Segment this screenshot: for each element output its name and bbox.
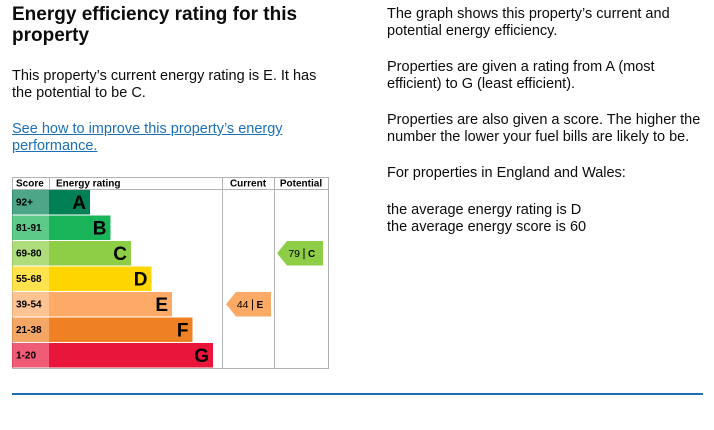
score-range: 1-20 xyxy=(16,350,36,361)
aside-text: Properties are given a rating from A (mo… xyxy=(387,59,655,92)
score-cell xyxy=(12,343,49,368)
band-letter: C xyxy=(113,244,127,265)
intro: This property’s current energy rating is… xyxy=(12,68,317,101)
score-range: 55-68 xyxy=(16,274,42,285)
band-letter: F xyxy=(177,320,189,341)
score-cell xyxy=(12,241,49,266)
header: Potential xyxy=(280,179,322,190)
band-bar xyxy=(49,292,172,317)
rating-letter: E xyxy=(257,300,264,311)
rating-letter: C xyxy=(308,249,315,260)
score-range: 69-80 xyxy=(16,248,42,259)
score-range: 81-91 xyxy=(16,223,42,234)
aside-text: Properties are also given a score. The h… xyxy=(387,112,701,145)
score-cell xyxy=(12,215,49,240)
heading: Energy efficiency rating for this proper… xyxy=(12,4,298,46)
band-letter: D xyxy=(134,269,148,290)
improve-link[interactable]: See how to improve this property’s energ… xyxy=(12,121,283,154)
score-cell xyxy=(12,266,49,291)
rating-arrow xyxy=(226,292,271,317)
band-bar xyxy=(49,190,90,215)
average-text: the average energy rating is D xyxy=(387,202,582,218)
band-letter: A xyxy=(72,193,86,214)
score-cell xyxy=(12,317,49,342)
header: Score xyxy=(16,179,44,190)
band-letter: G xyxy=(194,346,209,367)
band-letter: E xyxy=(155,295,168,316)
rating-arrow xyxy=(277,241,323,266)
score-range: 39-54 xyxy=(16,299,42,310)
score-range: 92+ xyxy=(16,197,33,208)
rating-score: 44 xyxy=(237,299,249,311)
band-bar xyxy=(49,317,193,342)
rating-score: 79 xyxy=(288,248,300,260)
header: Energy rating xyxy=(56,179,120,190)
band-bar xyxy=(49,266,152,291)
score-range: 21-38 xyxy=(16,325,42,336)
band-letter: B xyxy=(93,218,107,239)
band-bar xyxy=(49,343,213,368)
divider xyxy=(12,393,703,395)
score-cell xyxy=(12,292,49,317)
aside-text: For properties in England and Wales: xyxy=(387,165,626,181)
aside-text: The graph shows this property’s current … xyxy=(387,6,670,39)
average-text: the average energy score is 60 xyxy=(387,219,587,235)
band-bar xyxy=(49,241,131,266)
band-bar xyxy=(49,215,111,240)
header: Current xyxy=(230,179,267,190)
score-cell xyxy=(12,190,49,215)
